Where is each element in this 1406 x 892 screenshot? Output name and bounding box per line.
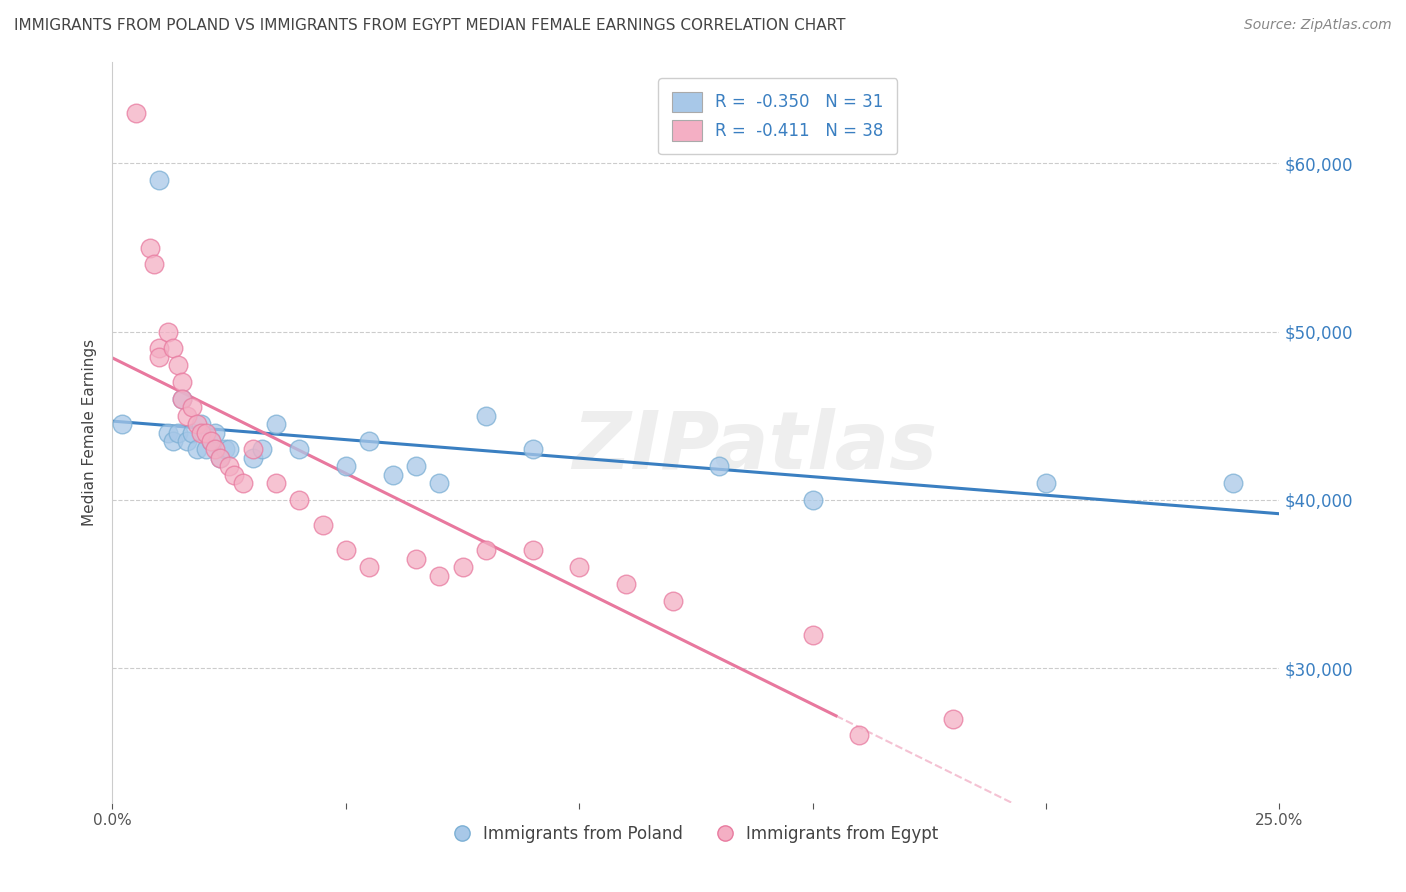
Point (568, 560, 591, 574)
Point (427, 568, 450, 582)
Point (166, 425, 188, 440)
Point (200, 434, 222, 448)
Point (208, 450, 231, 465)
Point (194, 425, 217, 440)
Point (709, 459, 731, 474)
Point (190, 425, 212, 440)
Point (162, 342, 184, 356)
Point (451, 560, 474, 574)
Point (614, 577, 637, 591)
Point (143, 257, 166, 271)
Text: ZIPatlas: ZIPatlas (572, 409, 936, 486)
Point (200, 434, 222, 448)
Point (250, 442, 273, 457)
Point (848, 729, 870, 743)
Point (148, 342, 170, 356)
Point (166, 359, 188, 373)
Point (288, 492, 311, 507)
Point (148, 350, 170, 364)
Point (335, 459, 357, 474)
Point (186, 417, 208, 432)
Point (190, 417, 212, 432)
Point (139, 240, 162, 254)
Point (359, 434, 381, 448)
Point (264, 476, 287, 491)
Point (180, 401, 202, 415)
Point (381, 467, 404, 482)
Point (157, 325, 180, 339)
Point (335, 543, 357, 558)
Point (522, 543, 544, 558)
Point (194, 442, 217, 457)
Point (405, 551, 427, 566)
Point (405, 459, 427, 474)
Point (522, 442, 544, 457)
Point (1035, 476, 1057, 491)
Point (180, 425, 202, 440)
Point (475, 409, 498, 423)
Text: IMMIGRANTS FROM POLAND VS IMMIGRANTS FROM EGYPT MEDIAN FEMALE EARNINGS CORRELATI: IMMIGRANTS FROM POLAND VS IMMIGRANTS FRO… (14, 18, 845, 33)
Point (242, 450, 264, 465)
Point (208, 450, 231, 465)
Point (427, 476, 450, 491)
Point (162, 434, 184, 448)
Point (1222, 476, 1244, 491)
Point (204, 425, 226, 440)
Point (475, 543, 498, 558)
Point (172, 375, 194, 389)
Point (176, 434, 198, 448)
Point (172, 392, 194, 406)
Point (801, 492, 824, 507)
Point (204, 442, 226, 457)
Point (359, 560, 381, 574)
Point (311, 518, 333, 533)
Point (801, 627, 824, 641)
Point (942, 712, 965, 726)
Point (111, 417, 134, 432)
Point (288, 442, 311, 457)
Point (176, 409, 198, 423)
Point (222, 467, 245, 482)
Legend: Immigrants from Poland, Immigrants from Egypt: Immigrants from Poland, Immigrants from … (447, 819, 945, 850)
Point (242, 442, 264, 457)
Point (661, 594, 683, 608)
Point (218, 442, 240, 457)
Point (148, 173, 170, 187)
Y-axis label: Median Female Earnings: Median Female Earnings (82, 339, 97, 526)
Text: Source: ZipAtlas.com: Source: ZipAtlas.com (1244, 18, 1392, 32)
Point (186, 442, 208, 457)
Point (157, 425, 180, 440)
Point (214, 442, 236, 457)
Point (232, 476, 254, 491)
Point (125, 106, 148, 120)
Point (218, 459, 240, 474)
Point (264, 417, 287, 432)
Point (172, 392, 194, 406)
